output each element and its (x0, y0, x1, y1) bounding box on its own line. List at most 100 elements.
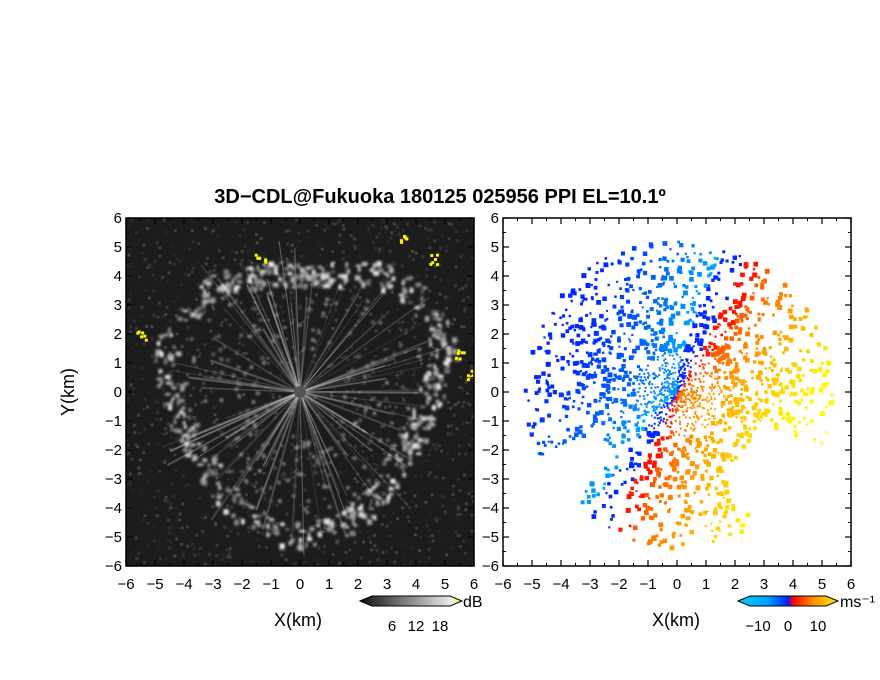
velocity-colorbar-tick: 10 (810, 618, 827, 635)
velocity-pixel (706, 287, 711, 292)
noise-pixel (340, 404, 344, 408)
noise-pixel (181, 474, 185, 478)
noise-pixel (168, 531, 172, 535)
velocity-pixel (607, 372, 613, 378)
velocity-pixel (682, 410, 685, 413)
noise-pixel (250, 483, 254, 487)
velocity-pixel (718, 323, 721, 326)
high-intensity-pixel (400, 240, 404, 244)
noise-pixel (420, 440, 424, 444)
noise-pixel (319, 372, 323, 376)
noise-pixel (463, 307, 467, 311)
cloud-pixel (420, 405, 426, 409)
noise-pixel (380, 523, 384, 527)
noise-pixel (174, 437, 178, 441)
cloud-pixel (333, 278, 337, 282)
noise-pixel (230, 492, 234, 496)
velocity-pixel (763, 300, 768, 305)
velocity-pixel (685, 416, 688, 419)
velocity-pixel (665, 361, 667, 364)
velocity-pixel (586, 494, 591, 499)
velocity-pixel (684, 346, 687, 349)
noise-pixel (334, 523, 338, 527)
velocity-pixel (639, 368, 642, 371)
cloud-pixel (399, 293, 404, 297)
cloud-pixel (409, 276, 413, 280)
noise-pixel (254, 518, 258, 522)
velocity-pixel (645, 405, 648, 408)
cloud-pixel (252, 400, 256, 404)
noise-pixel (199, 389, 203, 393)
velocity-pixel (813, 369, 818, 374)
velocity-pixel (671, 408, 674, 411)
velocity-pixel (656, 302, 660, 305)
noise-pixel (168, 540, 172, 544)
noise-pixel (198, 546, 202, 550)
cloud-pixel (274, 268, 278, 275)
noise-pixel (363, 347, 367, 351)
cloud-pixel (422, 303, 425, 307)
cloud-pixel (442, 394, 446, 400)
noise-pixel (250, 261, 254, 265)
noise-pixel (367, 441, 371, 445)
velocity-pixel (541, 452, 545, 456)
cloud-pixel (164, 358, 167, 365)
velocity-pixel (593, 418, 598, 423)
noise-pixel (329, 488, 333, 492)
cloud-pixel (254, 286, 258, 292)
intensity-ray (209, 359, 301, 394)
cloud-pixel (209, 299, 214, 303)
velocity-pixel (743, 415, 746, 419)
velocity-pixel (661, 282, 665, 286)
cloud-pixel (345, 516, 350, 519)
noise-pixel (349, 289, 353, 293)
noise-pixel (182, 393, 186, 397)
noise-pixel (347, 379, 351, 383)
velocity-pixel (695, 290, 698, 293)
cloud-pixel (240, 470, 244, 474)
cloud-pixel (396, 459, 403, 462)
velocity-pixel (538, 387, 542, 391)
noise-pixel (424, 500, 428, 504)
noise-pixel (338, 382, 342, 386)
x-tick-label: −6 (494, 576, 511, 593)
velocity-pixel (626, 374, 630, 378)
velocity-pixel (675, 411, 677, 414)
noise-pixel (313, 430, 317, 434)
noise-pixel (444, 306, 448, 310)
cloud-pixel (353, 456, 357, 460)
noise-pixel (412, 373, 416, 377)
cloud-pixel (226, 271, 229, 277)
velocity-pixel (562, 439, 567, 444)
y-tick-label: 2 (114, 326, 122, 343)
cloud-pixel (226, 273, 232, 278)
velocity-pixel (779, 330, 783, 334)
cloud-pixel (178, 428, 183, 434)
velocity-pixel (736, 433, 740, 437)
intensity-ray (185, 391, 301, 440)
intensity-ray (299, 391, 372, 451)
velocity-pixel (599, 313, 604, 319)
noise-pixel (429, 323, 433, 327)
cloud-pixel (361, 261, 368, 266)
velocity-pixel (697, 272, 702, 277)
noise-pixel (269, 388, 273, 392)
noise-pixel (197, 242, 201, 246)
velocity-pixel (777, 305, 783, 310)
velocity-pixel (670, 421, 673, 424)
noise-pixel (434, 264, 438, 268)
velocity-pixel (761, 349, 767, 355)
velocity-pixels (523, 240, 834, 551)
velocity-pixel (791, 384, 795, 389)
noise-pixel (265, 529, 269, 533)
cloud-pixel (209, 470, 215, 476)
velocity-pixel (684, 252, 687, 255)
velocity-pixel (726, 485, 729, 488)
velocity-pixel (581, 273, 587, 279)
velocity-pixel (660, 398, 663, 401)
cloud-pixel (199, 312, 203, 316)
noise-pixel (127, 298, 131, 302)
velocity-pixel (596, 364, 601, 369)
noise-pixel (369, 414, 373, 418)
